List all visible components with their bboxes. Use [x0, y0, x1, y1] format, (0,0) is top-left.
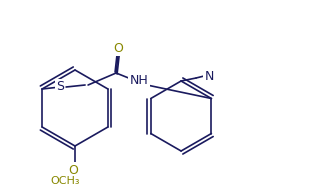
- Text: NH: NH: [130, 74, 149, 88]
- Text: O: O: [68, 164, 78, 176]
- Text: S: S: [56, 80, 64, 94]
- Text: N: N: [204, 70, 214, 83]
- Text: O: O: [113, 41, 123, 55]
- Text: OCH₃: OCH₃: [50, 176, 80, 186]
